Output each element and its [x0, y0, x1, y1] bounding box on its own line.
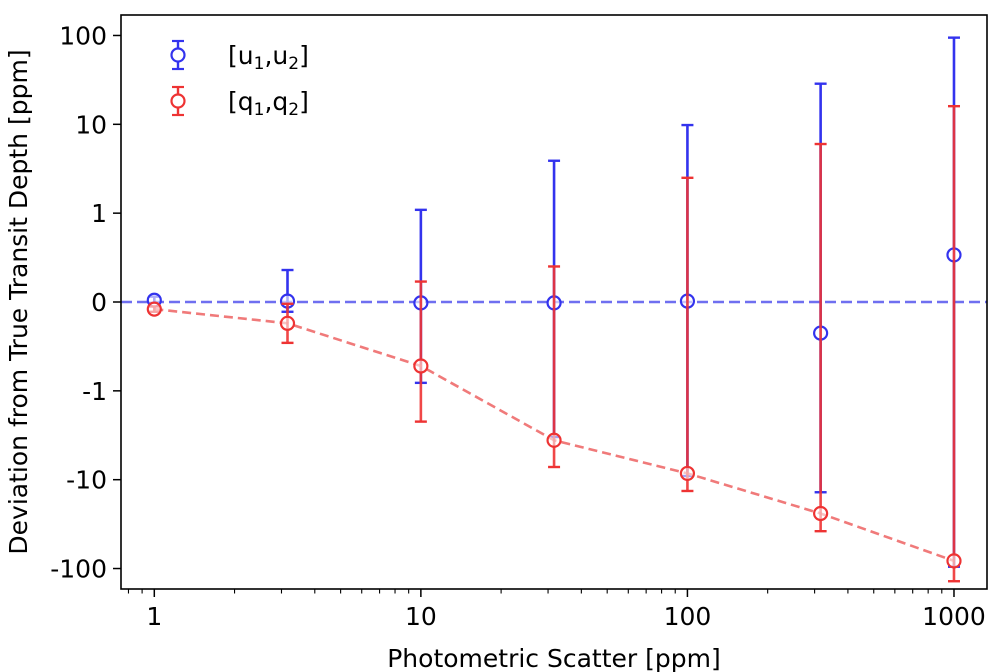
x-tick-label: 100 [664, 602, 712, 631]
y-tick-label: -100 [50, 555, 107, 584]
x-tick-label: 1000 [922, 602, 986, 631]
data-point [146, 301, 162, 317]
legend-label: [u1,u2] [228, 41, 309, 74]
x-tick-label: 1 [146, 602, 162, 631]
legend: [u1,u2] [q1,q2] [170, 39, 309, 120]
y-tick-label: 1 [91, 199, 107, 228]
legend-marker [170, 47, 186, 63]
data-point [413, 358, 429, 374]
y-tick-label: 100 [59, 21, 107, 50]
y-tick-label: 10 [75, 110, 107, 139]
data-point [946, 553, 962, 569]
y-tick-label: -10 [66, 466, 107, 495]
data-point [546, 432, 562, 448]
data-point [679, 465, 696, 482]
series-q [146, 104, 962, 583]
data-point [813, 505, 829, 522]
x-tick-label: 10 [405, 602, 437, 631]
legend-entry-q: [q1,q2] [170, 85, 309, 120]
y-tick-label: 0 [91, 288, 107, 317]
y-axis-title: Deviation from True Transit Depth [ppm] [4, 49, 33, 554]
data-point [279, 315, 296, 331]
x-axis-title: Photometric Scatter [ppm] [387, 644, 721, 672]
y-tick-label: -1 [82, 377, 107, 406]
legend-label: [q1,q2] [228, 87, 309, 120]
legend-entry-u: [u1,u2] [170, 39, 309, 74]
legend-marker [170, 93, 186, 109]
